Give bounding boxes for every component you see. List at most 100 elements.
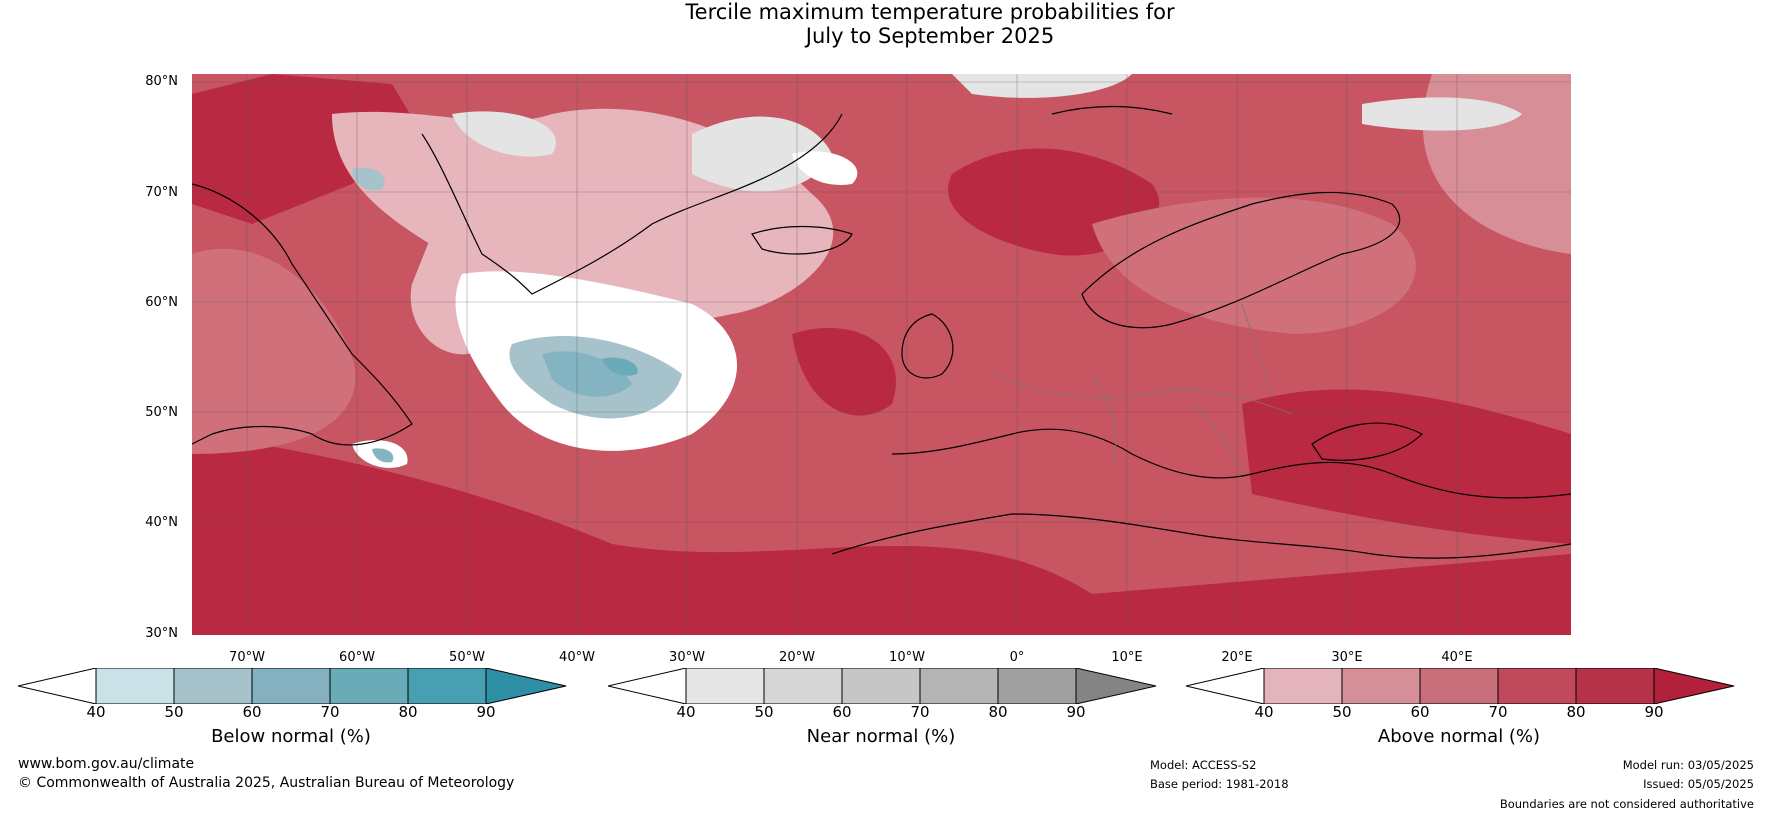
above-tick-80: 80	[1566, 703, 1586, 721]
region-neutral-iceland-north	[792, 151, 858, 185]
colorbar-above-bin-70-80	[1498, 668, 1576, 704]
colorbar-below-bin-80-90	[408, 668, 486, 704]
colorbar-above-bin-60-70	[1420, 668, 1498, 704]
near-tick-60: 60	[832, 703, 852, 721]
lon-label-10w: 10°W	[889, 650, 925, 665]
boundaries-disclaimer: Boundaries are not considered authoritat…	[1499, 797, 1754, 811]
probability-map	[192, 74, 1571, 635]
coastline-europe-south	[891, 428, 1571, 499]
region-above-80-midatlantic	[792, 327, 896, 416]
lat-label-40n: 40°N	[145, 515, 178, 530]
lon-label-20e: 20°E	[1221, 650, 1253, 665]
colorbar-below-bin-60-70	[252, 668, 330, 704]
border-germany	[1091, 373, 1117, 465]
above-tick-70: 70	[1488, 703, 1508, 721]
region-below-50-baffin	[352, 167, 385, 191]
lon-label-10e: 10°E	[1111, 650, 1143, 665]
coastline-greenland	[421, 113, 843, 295]
issued-date: Issued: 05/05/2025	[1643, 777, 1754, 791]
below-tick-90: 90	[476, 703, 496, 721]
region-below-60-north-atlantic	[542, 351, 632, 397]
region-above-80-south	[192, 434, 1571, 635]
graticule	[192, 74, 1571, 635]
region-near-normal-svalbard	[952, 74, 1132, 98]
region-below-60-nova-scotia	[372, 448, 394, 463]
below-tick-70: 70	[320, 703, 340, 721]
coastline-north-america	[192, 183, 413, 446]
colorbar-above-normal	[1186, 668, 1735, 704]
lat-label-30n: 30°N	[145, 626, 178, 641]
model-name: Model: ACCESS-S2	[1150, 758, 1257, 772]
lon-label-30w: 30°W	[669, 650, 705, 665]
coastline-north-africa	[831, 513, 1571, 559]
near-tick-90: 90	[1066, 703, 1086, 721]
colorbar-above-upper-extend	[1654, 668, 1734, 704]
colorbar-below-upper-extend	[486, 668, 566, 704]
colorbar-near-bin-50-60	[764, 668, 842, 704]
lat-label-70n: 70°N	[145, 185, 178, 200]
below-tick-60: 60	[242, 703, 262, 721]
colorbar-near-lower-extend	[608, 668, 687, 704]
region-above-80-east	[1242, 389, 1571, 544]
region-above-60-scandinavia	[1092, 197, 1416, 334]
colorbar-near-bin-60-70	[842, 668, 920, 704]
lon-label-40w: 40°W	[559, 650, 595, 665]
colorbar-near-upper-extend	[1076, 668, 1156, 704]
coastline-iceland	[751, 225, 853, 255]
border-balkans	[1191, 403, 1243, 475]
coastline-scandinavia	[1081, 191, 1401, 329]
region-below-70-north-atlantic	[602, 357, 638, 376]
colorbar-near-bin-70-80	[920, 668, 998, 704]
colorbar-below-normal	[18, 668, 567, 704]
colorbar-near-title: Near normal (%)	[806, 726, 956, 747]
lon-label-30e: 30°E	[1331, 650, 1363, 665]
country-borders	[991, 303, 1293, 475]
lon-label-20w: 20°W	[779, 650, 815, 665]
website-link[interactable]: www.bom.gov.au/climate	[18, 756, 195, 772]
region-near-normal-barents	[1362, 97, 1522, 131]
border-baltic	[1241, 303, 1273, 395]
lat-label-60n: 60°N	[145, 295, 178, 310]
map-canvas	[192, 74, 1571, 635]
near-tick-70: 70	[910, 703, 930, 721]
map-title: Tercile maximum temperature probabilitie…	[0, 0, 1770, 48]
colorbar-above-lower-extend	[1186, 668, 1265, 704]
region-above-60-canada	[192, 248, 356, 454]
title-line-1: Tercile maximum temperature probabilitie…	[685, 0, 1175, 24]
near-tick-80: 80	[988, 703, 1008, 721]
near-tick-50: 50	[754, 703, 774, 721]
copyright-text: © Commonwealth of Australia 2025, Austra…	[18, 775, 515, 791]
above-tick-40: 40	[1254, 703, 1274, 721]
lon-label-0: 0°	[1009, 650, 1025, 665]
above-tick-60: 60	[1410, 703, 1430, 721]
coastline-svalbard	[1051, 105, 1173, 115]
colorbar-above-bin-40-50	[1264, 668, 1342, 704]
below-tick-40: 40	[86, 703, 106, 721]
colorbar-below-bin-40-50	[96, 668, 174, 704]
colorbar-above-bin-80-90	[1576, 668, 1654, 704]
lat-label-80n: 80°N	[145, 74, 178, 89]
below-tick-80: 80	[398, 703, 418, 721]
lat-label-50n: 50°N	[145, 405, 178, 420]
title-line-2: July to September 2025	[805, 24, 1055, 48]
coastline-black-sea	[1311, 422, 1424, 461]
colorbar-near-bin-40-50	[686, 668, 764, 704]
colorbar-below-bin-50-60	[174, 668, 252, 704]
region-above-80-labrador	[192, 74, 422, 224]
colorbar-near-bin-80-90	[998, 668, 1076, 704]
coastline-britain	[901, 313, 954, 379]
above-tick-90: 90	[1644, 703, 1664, 721]
model-run-date: Model run: 03/05/2025	[1622, 758, 1754, 772]
colorbar-below-title: Below normal (%)	[211, 726, 371, 747]
lon-label-50w: 50°W	[449, 650, 485, 665]
lon-label-70w: 70°W	[229, 650, 265, 665]
above-tick-50: 50	[1332, 703, 1352, 721]
region-near-normal-greenland	[452, 111, 556, 157]
colorbar-above-title: Above normal (%)	[1377, 726, 1541, 747]
colorbar-near-normal	[608, 668, 1157, 704]
below-tick-50: 50	[164, 703, 184, 721]
lon-label-60w: 60°W	[339, 650, 375, 665]
border-central-europe	[991, 373, 1293, 415]
colorbar-below-bin-70-80	[330, 668, 408, 704]
coastlines	[192, 105, 1571, 559]
